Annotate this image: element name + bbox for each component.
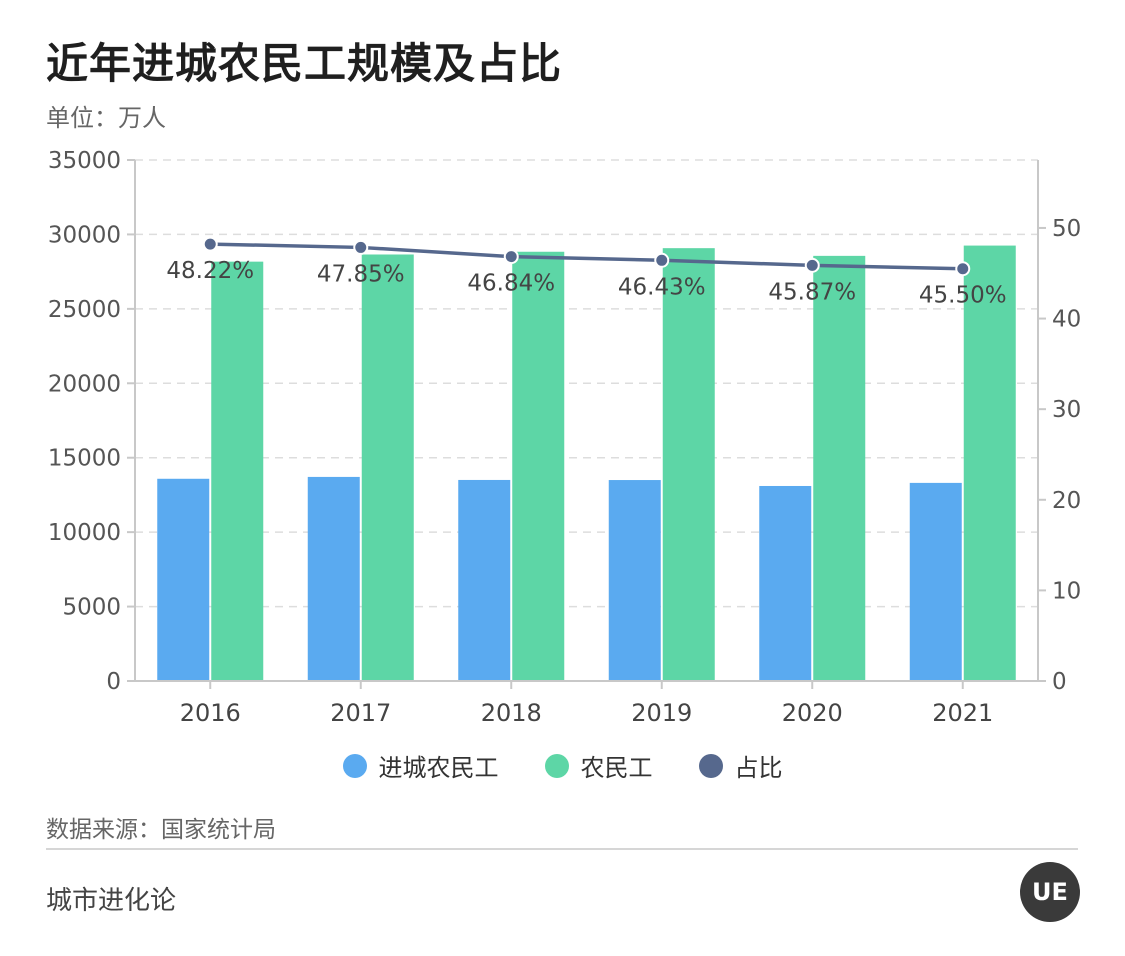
left-tick-label: 25000 — [48, 297, 121, 323]
ratio-point — [503, 249, 519, 265]
ratio-label: 45.87% — [768, 279, 856, 305]
left-tick-label: 0 — [106, 669, 121, 695]
ratio-point — [353, 239, 369, 255]
x-tick-label: 2020 — [782, 699, 843, 727]
brand-name: 城市进化论 — [46, 886, 177, 916]
bar-migrant-total — [963, 245, 1016, 681]
bars — [157, 245, 1016, 681]
legend-label: 占比 — [734, 754, 783, 782]
right-tick-label: 30 — [1052, 397, 1081, 423]
bar-migrant-urban — [759, 485, 812, 681]
bar-migrant-urban — [307, 476, 360, 681]
bar-migrant-urban — [608, 480, 661, 681]
legend-dot-migrant-total — [544, 753, 569, 778]
bar-migrant-total — [512, 251, 565, 681]
right-tick-label: 40 — [1052, 307, 1081, 333]
ratio-line-path — [210, 242, 963, 271]
divider — [46, 848, 1078, 850]
right-axis-ticks: 0 10 20 30 40 50 — [1038, 216, 1081, 695]
bar-migrant-total — [813, 255, 866, 681]
bar-migrant-total — [361, 254, 414, 681]
x-tick-label: 2017 — [330, 699, 391, 727]
right-tick-label: 0 — [1052, 669, 1067, 695]
brand-logo: UE — [1020, 862, 1080, 922]
right-tick-label: 50 — [1052, 216, 1081, 242]
left-axis-ticks: 0 5000 10000 15000 20000 25000 30000 35000 — [48, 148, 135, 695]
data-source: 数据来源：国家统计局 — [46, 817, 276, 843]
axes — [134, 160, 1039, 682]
ratio-label: 47.85% — [317, 261, 405, 287]
x-tick-label: 2021 — [932, 699, 993, 727]
legend-label: 进城农民工 — [378, 754, 499, 782]
left-tick-label: 20000 — [48, 371, 121, 397]
chart-unit: 单位：万人 — [46, 104, 166, 132]
ratio-point — [955, 261, 971, 277]
legend-item-migrant-urban[interactable]: 进城农民工 — [342, 748, 499, 783]
ratio-point — [804, 257, 820, 273]
left-tick-label: 5000 — [62, 595, 121, 621]
bar-migrant-total — [211, 261, 264, 681]
x-tick-label: 2019 — [631, 699, 692, 727]
left-tick-label: 15000 — [48, 446, 121, 472]
bar-migrant-urban — [157, 478, 210, 681]
right-tick-label: 10 — [1052, 578, 1081, 604]
ratio-label: 46.43% — [618, 274, 706, 300]
bar-migrant-urban — [458, 479, 511, 681]
ratio-label: 46.84% — [467, 271, 555, 297]
bar-migrant-urban — [909, 482, 962, 681]
ratio-label: 45.50% — [919, 283, 1007, 309]
left-tick-label: 35000 — [48, 148, 121, 174]
left-tick-label: 30000 — [48, 222, 121, 248]
legend-item-ratio[interactable]: 占比 — [698, 748, 783, 783]
right-tick-label: 20 — [1052, 488, 1081, 514]
ratio-line — [202, 236, 971, 277]
ratio-labels: 48.22% 47.85% 46.84% 46.43% 45.87% 45.50% — [166, 258, 1006, 309]
chart-title: 近年进城农民工规模及占比 — [46, 39, 563, 88]
x-tick-label: 2016 — [180, 699, 241, 727]
x-axis-ticks: 2016 2017 2018 2019 2020 2021 — [180, 681, 993, 727]
grid-lines — [135, 159, 1038, 608]
ratio-label: 48.22% — [166, 258, 254, 284]
bar-migrant-total — [662, 248, 715, 681]
x-tick-label: 2018 — [481, 699, 542, 727]
legend-dot-ratio — [698, 753, 723, 778]
left-tick-label: 10000 — [48, 520, 121, 546]
legend-dot-migrant-urban — [342, 753, 367, 778]
legend: 进城农民工 农民工 占比 — [0, 748, 1125, 783]
legend-label: 农民工 — [580, 754, 653, 782]
legend-item-migrant-total[interactable]: 农民工 — [544, 748, 653, 783]
ratio-point — [202, 236, 218, 252]
ratio-point — [654, 252, 670, 268]
